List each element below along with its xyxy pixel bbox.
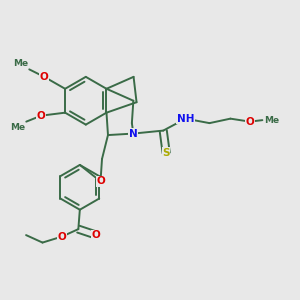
Text: N: N	[129, 129, 138, 139]
Text: NH: NH	[177, 114, 194, 124]
Text: O: O	[58, 232, 66, 242]
Text: Me: Me	[13, 59, 28, 68]
Text: Me: Me	[10, 123, 25, 132]
Text: O: O	[92, 230, 100, 240]
Text: O: O	[96, 176, 105, 186]
Text: O: O	[245, 117, 254, 127]
Text: Me: Me	[264, 116, 279, 124]
Text: S: S	[163, 148, 170, 158]
Text: O: O	[37, 111, 46, 121]
Text: O: O	[40, 72, 49, 82]
